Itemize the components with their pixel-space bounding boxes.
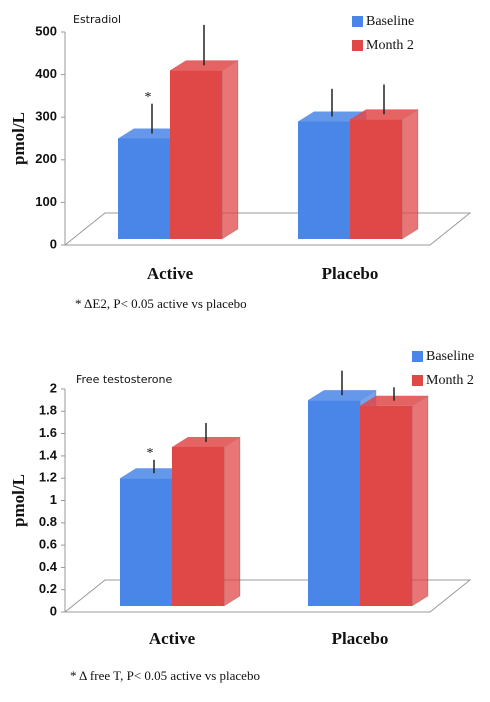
bar-side — [401, 108, 419, 240]
footnote: * ΔE2, P< 0.05 active vs placebo — [75, 296, 247, 311]
y-tick-label: 400 — [35, 66, 57, 81]
bar — [170, 70, 222, 239]
x-tick-label: Active — [149, 629, 196, 648]
y-tick-label: 2 — [50, 380, 57, 395]
bar — [172, 446, 224, 606]
y-tick-label: 1.8 — [39, 403, 57, 418]
y-tick-label: 1.6 — [39, 425, 57, 440]
x-tick-label: Placebo — [332, 629, 389, 648]
y-tick-label: 0.6 — [39, 537, 57, 552]
x-tick-label: Active — [147, 264, 194, 283]
y-tick-label: 100 — [35, 194, 57, 209]
y-tick-label: 500 — [35, 23, 57, 38]
annotation: * — [145, 90, 152, 105]
footnote: * Δ free T, P< 0.05 active vs placebo — [70, 668, 260, 683]
legend-label: Month 2 — [426, 373, 474, 388]
y-tick-label: 1 — [50, 492, 57, 507]
bar-side — [223, 436, 241, 607]
chart-title: Estradiol — [73, 13, 121, 26]
bar — [360, 405, 412, 606]
chart-title: Free testosterone — [76, 373, 172, 386]
y-axis-label: pmol/L — [9, 474, 28, 527]
annotation: * — [147, 446, 154, 461]
bar-side — [221, 59, 239, 240]
y-tick-label: 0.8 — [39, 514, 57, 529]
bar — [298, 121, 350, 239]
y-axis-label: pmol/L — [9, 112, 28, 165]
bar — [350, 119, 402, 239]
y-tick-label: 0 — [50, 236, 57, 251]
legend-swatch — [352, 16, 363, 27]
legend-swatch — [412, 351, 423, 362]
legend-label: Month 2 — [366, 38, 414, 53]
y-tick-label: 0 — [50, 603, 57, 618]
bar — [308, 400, 360, 606]
y-tick-label: 200 — [35, 151, 57, 166]
bar — [118, 138, 170, 239]
bar — [120, 478, 172, 606]
legend-label: Baseline — [366, 14, 414, 29]
y-tick-label: 1.4 — [39, 447, 58, 462]
y-tick-label: 0.4 — [39, 559, 58, 574]
legend-swatch — [412, 375, 423, 386]
y-tick-label: 0.2 — [39, 581, 57, 596]
legend-swatch — [352, 40, 363, 51]
y-tick-label: 300 — [35, 109, 57, 124]
y-tick-label: 1.2 — [39, 470, 57, 485]
legend-label: Baseline — [426, 349, 474, 364]
bar-side — [411, 394, 429, 607]
x-tick-label: Placebo — [322, 264, 379, 283]
